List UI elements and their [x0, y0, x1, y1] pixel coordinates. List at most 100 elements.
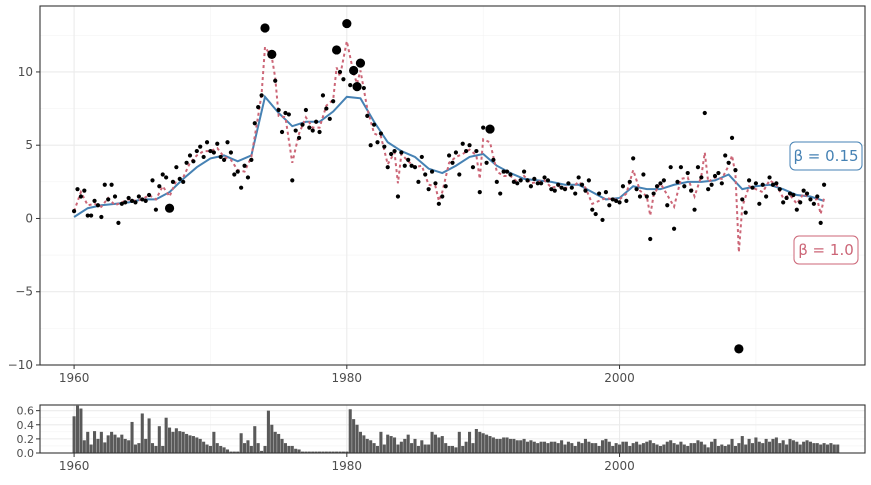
- bar: [658, 445, 662, 453]
- data-point: [498, 191, 503, 196]
- bar: [444, 443, 448, 453]
- data-point: [801, 188, 806, 193]
- bar: [478, 431, 482, 453]
- bar: [314, 451, 318, 453]
- bar: [133, 444, 137, 453]
- bar: [137, 443, 141, 453]
- data-point: [256, 105, 261, 110]
- data-point: [259, 93, 264, 98]
- data-point: [181, 179, 186, 184]
- bar: [116, 437, 120, 453]
- bar: [495, 438, 499, 453]
- bar: [263, 445, 267, 453]
- data-point: [764, 194, 769, 199]
- bar: [628, 445, 632, 453]
- data-point: [194, 148, 199, 154]
- bar: [771, 438, 775, 453]
- bar: [157, 426, 161, 453]
- bar: [587, 441, 591, 453]
- bar: [549, 441, 553, 453]
- bar: [82, 440, 86, 453]
- data-point: [327, 116, 332, 121]
- bar: [195, 437, 199, 453]
- bar: [328, 451, 332, 453]
- bar: [103, 442, 107, 453]
- data-point: [249, 157, 254, 162]
- bar: [246, 440, 250, 453]
- smooth-series-line: [73, 94, 825, 218]
- data-point: [146, 192, 152, 198]
- data-point: [375, 140, 380, 145]
- bar: [450, 445, 455, 453]
- bar: [669, 440, 673, 453]
- data-point: [770, 182, 776, 187]
- bar: [215, 443, 219, 453]
- bar: [594, 443, 598, 453]
- smooth-label-text: β = 0.15: [793, 147, 858, 165]
- data-point: [208, 148, 213, 154]
- bar: [208, 445, 212, 453]
- bar-panel-border: [39, 404, 866, 454]
- data-point: [525, 178, 530, 183]
- bar: [174, 428, 178, 453]
- data-points: [71, 18, 827, 354]
- data-point: [286, 112, 291, 117]
- bar: [563, 444, 567, 453]
- bar: [260, 450, 264, 453]
- bar: [570, 443, 574, 453]
- data-point: [781, 200, 786, 205]
- data-point: [784, 195, 789, 201]
- y-tick-label: −5: [15, 285, 33, 299]
- data-point: [198, 144, 203, 149]
- data-point: [245, 175, 251, 180]
- bar: [393, 437, 397, 453]
- data-point: [143, 198, 148, 203]
- bar: [266, 410, 270, 453]
- bar: [546, 443, 550, 453]
- data-point: [102, 182, 107, 187]
- bar: [836, 444, 840, 453]
- bar: [191, 436, 195, 453]
- bar: [93, 431, 97, 453]
- data-point: [556, 182, 561, 187]
- bar: [733, 445, 737, 453]
- outlier-point: [352, 81, 362, 92]
- bar: [713, 438, 717, 453]
- bar: [781, 440, 785, 453]
- data-point: [624, 198, 629, 203]
- data-point: [365, 113, 370, 118]
- data-point: [470, 165, 476, 170]
- data-point: [590, 207, 595, 212]
- data-point: [777, 187, 782, 192]
- data-point: [296, 135, 302, 140]
- bar: [519, 440, 523, 453]
- bar: [99, 431, 103, 453]
- data-point: [204, 140, 210, 145]
- data-point: [644, 194, 649, 199]
- bar: [168, 427, 172, 453]
- data-point: [467, 143, 472, 148]
- bar: [502, 437, 506, 453]
- bar: [672, 443, 676, 453]
- bar: [205, 444, 209, 453]
- data-point: [521, 169, 527, 174]
- bar: [120, 434, 124, 453]
- bar: [693, 443, 697, 453]
- data-point: [528, 184, 534, 189]
- bar: [590, 443, 594, 453]
- data-point: [491, 157, 496, 162]
- bar: [464, 441, 468, 453]
- bar: [580, 443, 584, 453]
- bar: [161, 445, 165, 453]
- data-point: [184, 160, 189, 165]
- bar: [556, 443, 560, 453]
- data-point: [504, 169, 510, 174]
- data-point: [791, 192, 796, 198]
- data-point: [123, 200, 128, 205]
- data-point: [535, 181, 540, 186]
- bar: [635, 441, 639, 453]
- data-point: [133, 200, 138, 205]
- data-point: [283, 110, 288, 116]
- data-point: [729, 135, 735, 140]
- bar: [532, 441, 536, 453]
